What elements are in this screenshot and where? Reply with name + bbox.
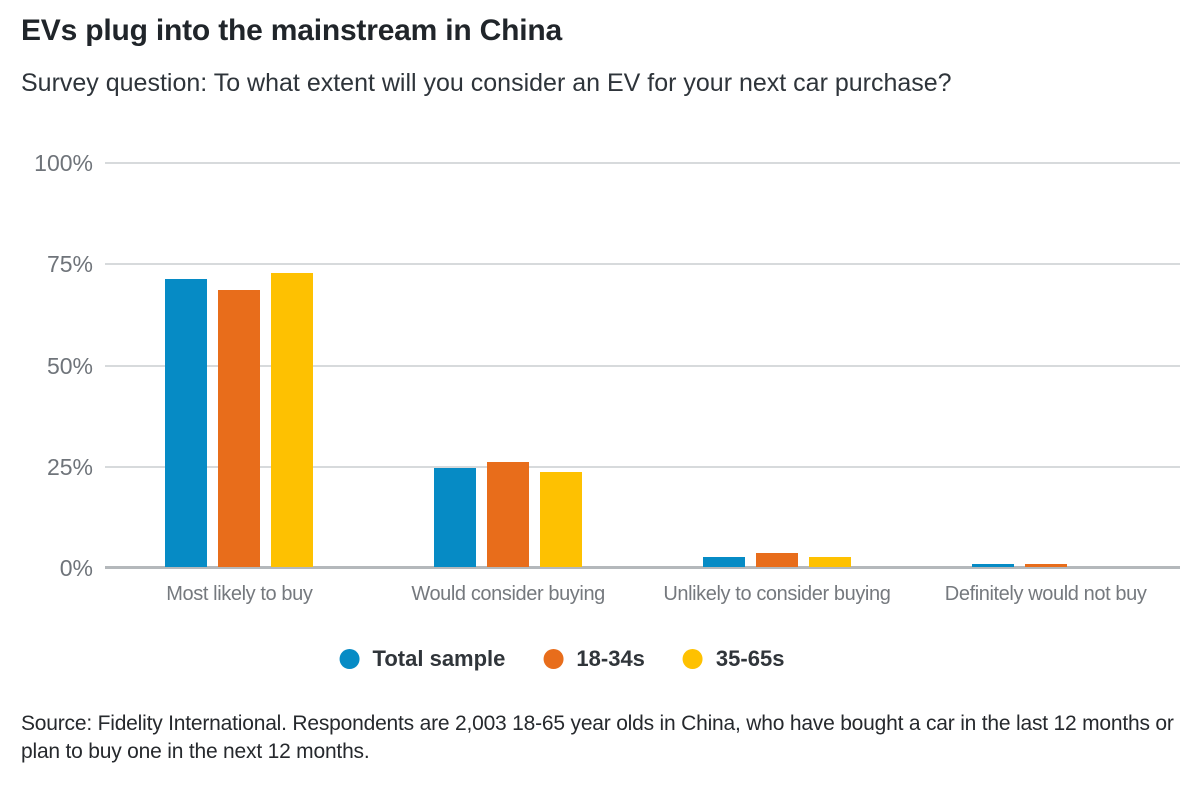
bar-total-sample — [165, 279, 208, 567]
legend-label: 35-65s — [715, 646, 785, 671]
y-tick-label: 75% — [46, 251, 93, 278]
y-tick-label: 100% — [34, 150, 93, 176]
bar-group-would-consider-buying — [434, 462, 583, 567]
legend-item-18-34s: 18-34s — [543, 646, 645, 672]
bar-group-unlikely-to-consider-buying — [702, 553, 851, 567]
chart-title: EVs plug into the mainstream in China — [21, 14, 563, 47]
gridline — [105, 263, 1180, 266]
bar-18-34s — [487, 462, 530, 567]
bar-35-65s — [808, 557, 851, 567]
gridline — [105, 364, 1180, 367]
bar-18-34s — [218, 290, 261, 567]
legend-dot-icon — [682, 649, 703, 669]
y-tick-label: 0% — [59, 555, 93, 581]
gridline — [105, 162, 1180, 164]
plot-area — [105, 162, 1180, 569]
legend-item-total-sample: Total sample — [339, 646, 506, 672]
x-axis: Most likely to buy Would consider buying U… — [0, 583, 1200, 613]
bar-total-sample — [971, 564, 1014, 567]
x-axis-baseline — [105, 566, 1180, 569]
y-axis: 0% 25% 50% 75% 100% — [0, 151, 93, 580]
bar-total-sample — [434, 468, 477, 567]
bar-35-65s — [540, 472, 583, 567]
bar-group-most-likely-to-buy — [165, 273, 314, 567]
y-tick-label: 50% — [46, 352, 93, 379]
bar-total-sample — [702, 557, 745, 567]
y-tick-label: 25% — [46, 453, 93, 480]
gridline — [105, 465, 1180, 468]
legend-dot-icon — [339, 649, 360, 669]
legend: Total sample 18-34s 35-65s — [339, 646, 785, 672]
chart-subtitle: Survey question: To what extent will you… — [21, 69, 952, 97]
bar-18-34s — [1024, 564, 1067, 567]
legend-dot-icon — [543, 649, 564, 669]
x-category-label: Unlikely to consider buying — [663, 583, 891, 605]
x-category-label: Would consider buying — [411, 583, 605, 605]
legend-label: Total sample — [372, 646, 506, 671]
legend-label: 18-34s — [576, 646, 645, 671]
legend-item-35-65s: 35-65s — [682, 646, 785, 672]
bar-group-definitely-would-not-buy — [971, 564, 1120, 567]
source-note: Source: Fidelity International. Responde… — [21, 712, 1174, 763]
x-category-label: Most likely to buy — [166, 583, 313, 605]
bar-35-65s — [271, 273, 314, 567]
x-category-label: Definitely would not buy — [944, 583, 1147, 605]
bar-18-34s — [755, 553, 798, 567]
